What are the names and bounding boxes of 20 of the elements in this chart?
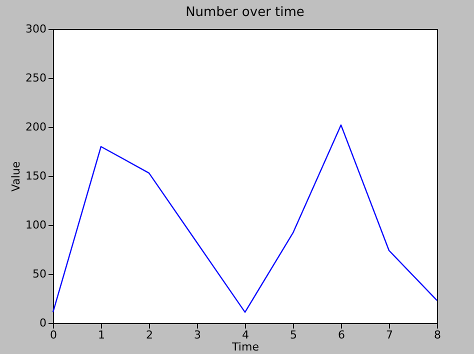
x-tick-label: 2 bbox=[146, 328, 153, 342]
x-tick-label: 8 bbox=[434, 328, 441, 342]
y-tick-label: 50 bbox=[32, 268, 46, 280]
x-tick-label: 6 bbox=[338, 328, 345, 342]
x-axis-title: Time bbox=[231, 340, 260, 354]
chart-title: Number over time bbox=[186, 5, 304, 20]
y-tick-label: 0 bbox=[40, 316, 46, 330]
x-tick-label: 4 bbox=[242, 328, 249, 342]
x-tick-label: 7 bbox=[386, 328, 393, 342]
line-series bbox=[52, 124, 438, 313]
x-tick-label: 5 bbox=[290, 328, 297, 342]
y-tick-label: 150 bbox=[26, 170, 46, 182]
x-tick-label: 3 bbox=[194, 328, 201, 342]
y-tick-label: 100 bbox=[26, 218, 46, 232]
x-tick-label: 0 bbox=[50, 328, 57, 342]
y-tick-label: 200 bbox=[26, 120, 46, 134]
x-tick-label: 1 bbox=[98, 328, 105, 342]
y-tick-label: 300 bbox=[26, 22, 46, 36]
y-tick-label: 250 bbox=[26, 72, 46, 84]
y-axis-title: Value bbox=[10, 161, 23, 192]
